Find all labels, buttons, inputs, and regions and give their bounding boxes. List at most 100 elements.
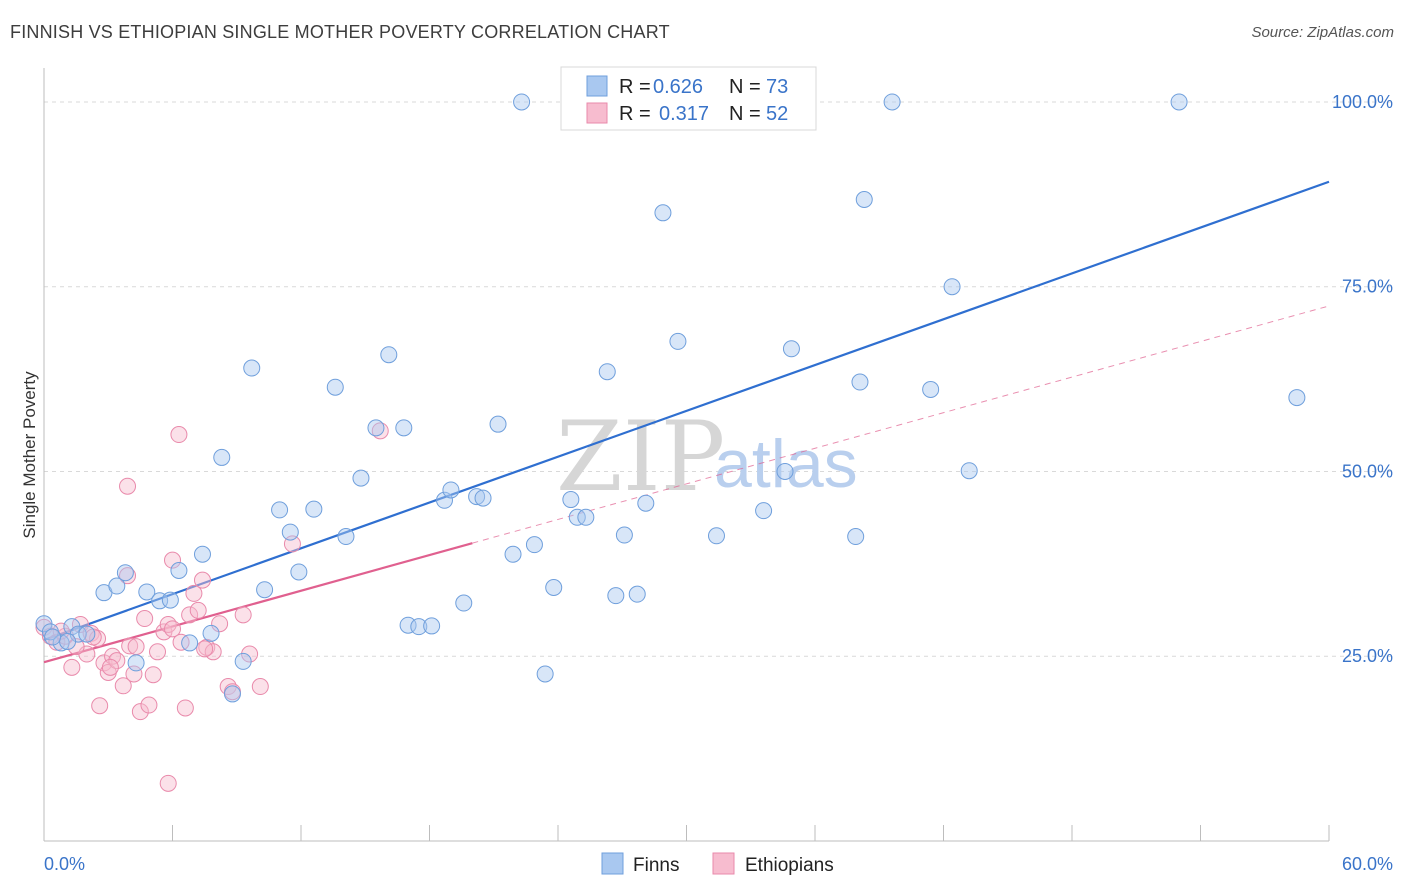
finns-point-28 — [367, 419, 385, 437]
ethiopians-point-39 — [251, 678, 269, 696]
finns-point-53 — [654, 204, 672, 222]
finns-point-52 — [637, 494, 655, 512]
finns-point-56 — [707, 527, 725, 545]
ethiopians-point-28 — [176, 699, 194, 717]
chart-title: FINNISH VS ETHIOPIAN SINGLE MOTHER POVER… — [10, 22, 670, 42]
ethiopians-point-32 — [193, 571, 211, 589]
finns-point-34 — [435, 491, 453, 509]
finns-point-9 — [138, 583, 156, 601]
finns-point-62 — [855, 191, 873, 209]
x-tick-min: 0.0% — [44, 854, 85, 874]
legend-finns-r-value: 0.626 — [653, 76, 703, 98]
y-tick-75: 75.0% — [1342, 277, 1393, 297]
ethiopians-point-14 — [114, 677, 132, 695]
axes — [43, 68, 1330, 842]
series-legend-ethiopians: Ethiopians — [745, 855, 834, 876]
finns-point-49 — [607, 587, 625, 605]
finns-point-44 — [545, 579, 563, 597]
finns-point-46 — [568, 508, 586, 526]
ethiopians-point-31 — [189, 601, 207, 619]
finns-point-47 — [577, 508, 595, 526]
finns-point-39 — [489, 415, 507, 433]
finns-point-6 — [108, 577, 126, 595]
series-legend-swatch-ethiopians — [712, 852, 735, 875]
finns-point-22 — [281, 523, 299, 541]
series-legend: Finns Ethiopians — [601, 852, 834, 876]
finns-point-54 — [669, 332, 687, 350]
y-tick-50: 50.0% — [1342, 461, 1393, 481]
finns-point-17 — [223, 685, 241, 703]
finns-point-12 — [170, 562, 188, 580]
ethiopians-point-26 — [170, 426, 188, 444]
x-tick-labels: 0.0% 60.0% — [44, 854, 1393, 874]
ethiopians-point-4 — [63, 658, 81, 676]
ethiopians-point-16 — [121, 637, 139, 655]
finns-point-45 — [562, 491, 580, 509]
stats-legend: R = 0.626 N = 73 R = 0.317 N = 52 — [560, 66, 817, 131]
finns-point-67 — [960, 462, 978, 480]
ethiopians-point-21 — [144, 666, 162, 684]
finns-point-48 — [598, 363, 616, 381]
legend-finns-n-value: 73 — [766, 76, 788, 98]
finns-point-2 — [52, 634, 70, 652]
finns-trend-line — [43, 180, 1330, 642]
finns-point-25 — [326, 378, 344, 396]
finns-point-43 — [536, 665, 554, 683]
finns-point-38 — [474, 489, 492, 507]
ethiopians-point-43 — [159, 774, 177, 792]
finns-point-37 — [468, 488, 486, 506]
legend-finns-r-label: R = — [619, 76, 651, 98]
finns-point-64 — [883, 93, 901, 111]
finns-point-27 — [352, 469, 370, 487]
finns-point-16 — [213, 448, 231, 466]
finns-point-70 — [59, 632, 77, 650]
legend-ethiopians-n-value: 52 — [766, 103, 788, 125]
finns-point-61 — [851, 373, 869, 391]
finns-point-41 — [513, 93, 531, 111]
ethiopians-point-47 — [101, 658, 119, 676]
y-tick-labels: 25.0% 50.0% 75.0% 100.0% — [1332, 92, 1393, 666]
finns-point-58 — [776, 462, 794, 480]
finns-point-21 — [271, 501, 289, 519]
finns-point-31 — [399, 616, 417, 634]
y-axis-label: Single Mother Poverty — [20, 371, 39, 539]
finns-point-59 — [782, 340, 800, 358]
finns-point-32 — [410, 618, 428, 636]
ethiopians-point-30 — [185, 584, 203, 602]
finns-point-57 — [755, 502, 773, 520]
ethiopians-point-35 — [211, 615, 229, 633]
finns-point-66 — [943, 278, 961, 296]
ethiopians-point-42 — [119, 477, 137, 495]
finns-point-14 — [193, 545, 211, 563]
series-legend-swatch-finns — [601, 852, 624, 875]
finns-point-18 — [234, 652, 252, 670]
finns-point-33 — [423, 617, 441, 635]
ethiopians-point-18 — [131, 703, 149, 721]
finns-point-72 — [78, 625, 96, 643]
legend-ethiopians-n-label: N = — [729, 103, 761, 125]
finns-point-69 — [1288, 389, 1306, 407]
ethiopians-point-48 — [127, 638, 145, 656]
ethiopians-point-25 — [164, 551, 181, 569]
ethiopians-point-22 — [149, 643, 167, 661]
finns-point-40 — [504, 545, 522, 563]
finns-point-36 — [455, 594, 473, 612]
finns-point-8 — [127, 654, 145, 672]
legend-ethiopians-r-value: 0.317 — [659, 103, 709, 125]
ethiopians-point-19 — [136, 610, 154, 628]
finns-point-35 — [442, 481, 460, 499]
ethiopians-trend-line — [43, 542, 473, 664]
finns-point-11 — [161, 591, 179, 609]
finns-point-30 — [395, 419, 413, 437]
finns-point-23 — [290, 563, 308, 581]
watermark-zip: ZIP — [556, 401, 725, 513]
watermark: ZIP atlas — [556, 401, 858, 513]
ethiopians-point-15 — [119, 567, 137, 585]
trend-lines — [43, 180, 1330, 664]
finns-point-19 — [243, 359, 261, 377]
x-tick-max: 60.0% — [1342, 854, 1393, 874]
y-tick-100: 100.0% — [1332, 92, 1393, 112]
finns-point-42 — [525, 536, 543, 554]
source-credit: Source: ZipAtlas.com — [1251, 24, 1394, 41]
